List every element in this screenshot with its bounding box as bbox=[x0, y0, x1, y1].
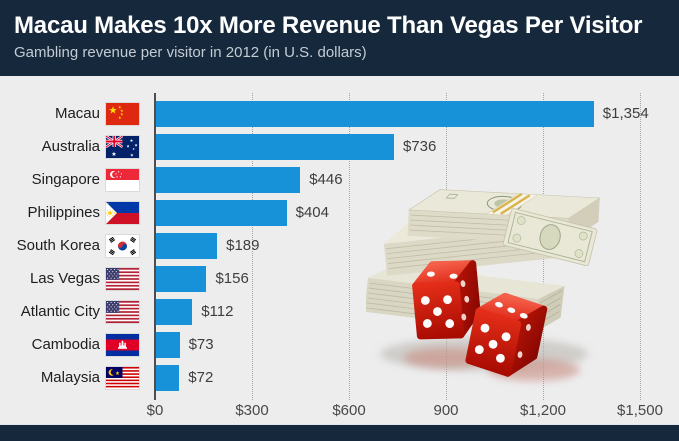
chart-subtitle: Gambling revenue per visitor in 2012 (in… bbox=[14, 44, 367, 61]
bar-value-label: $72 bbox=[188, 369, 214, 386]
svg-text:★: ★ bbox=[126, 144, 130, 149]
x-tick-label: $0 bbox=[146, 402, 164, 419]
united-states-flag-icon bbox=[106, 268, 139, 290]
svg-text:★: ★ bbox=[109, 106, 118, 117]
x-tick-label: $1,500 bbox=[617, 402, 663, 419]
category-label: Las Vegas bbox=[29, 270, 100, 287]
svg-text:★: ★ bbox=[130, 138, 134, 143]
x-tick-label: $1,200 bbox=[520, 402, 566, 419]
svg-text:★: ★ bbox=[118, 105, 122, 110]
svg-text:★: ★ bbox=[134, 143, 138, 148]
bar-value-label: $189 bbox=[226, 237, 260, 254]
bar-value-label: $736 bbox=[402, 138, 437, 155]
svg-text:★: ★ bbox=[115, 371, 120, 377]
category-label: Cambodia bbox=[31, 336, 100, 353]
footer-bar bbox=[0, 424, 679, 441]
gridline-600 bbox=[349, 93, 350, 400]
chart-title: Macau Makes 10x More Revenue Than Vegas … bbox=[14, 12, 643, 39]
gridline-1500 bbox=[640, 93, 641, 400]
bar-value-label: $1,354 bbox=[602, 105, 649, 122]
svg-text:★: ★ bbox=[111, 151, 116, 158]
bar bbox=[156, 167, 301, 193]
china-flag-icon: ★ ★ ★ ★ ★ bbox=[106, 103, 139, 125]
bar bbox=[156, 332, 180, 358]
svg-text:★: ★ bbox=[120, 108, 124, 113]
svg-text:★: ★ bbox=[120, 112, 124, 117]
svg-text:★: ★ bbox=[130, 153, 134, 158]
bar bbox=[156, 200, 287, 226]
bar bbox=[156, 101, 594, 127]
x-tick-label: $300 bbox=[235, 402, 269, 419]
united-states-flag-icon bbox=[106, 301, 139, 323]
bar-value-label: $404 bbox=[295, 204, 329, 221]
category-label: Australia bbox=[41, 138, 100, 155]
australia-flag-icon: ★ ★ ★ ★ ★ ★ bbox=[106, 136, 139, 158]
svg-text:★: ★ bbox=[132, 147, 135, 151]
gridline-300 bbox=[252, 93, 253, 400]
singapore-flag-icon bbox=[106, 169, 139, 191]
y-axis-line bbox=[154, 93, 156, 400]
bar-value-label: $112 bbox=[201, 303, 234, 320]
header-banner: Macau Makes 10x More Revenue Than Vegas … bbox=[0, 0, 679, 76]
svg-text:★: ★ bbox=[118, 115, 122, 120]
bar bbox=[156, 299, 193, 325]
bar-value-label: $73 bbox=[188, 336, 214, 353]
bar bbox=[156, 266, 207, 292]
cambodia-flag-icon bbox=[106, 334, 139, 356]
category-label: Philippines bbox=[27, 204, 100, 221]
philippines-flag-icon bbox=[106, 202, 139, 224]
x-tick-label: 900 bbox=[433, 402, 459, 419]
category-label: Atlantic City bbox=[20, 303, 100, 320]
malaysia-flag-icon: ★ bbox=[106, 367, 139, 389]
category-label: Malaysia bbox=[40, 369, 100, 386]
category-label: South Korea bbox=[16, 237, 100, 254]
bar-value-label: $446 bbox=[309, 171, 343, 188]
bar-value-label: $156 bbox=[215, 270, 249, 287]
bar bbox=[156, 134, 394, 160]
south-korea-flag-icon bbox=[106, 235, 139, 257]
x-tick-label: $600 bbox=[332, 402, 366, 419]
bar bbox=[156, 233, 218, 259]
bar bbox=[156, 365, 180, 391]
category-label: Macau bbox=[54, 105, 100, 122]
bar-chart: Macau ★ ★ ★ ★ ★ $1,354 Australia ★ ★ ★ ★ ★ ★ $736 Singa… bbox=[0, 76, 679, 424]
category-label: Singapore bbox=[31, 171, 100, 188]
money-and-dice-illustration bbox=[366, 189, 601, 381]
